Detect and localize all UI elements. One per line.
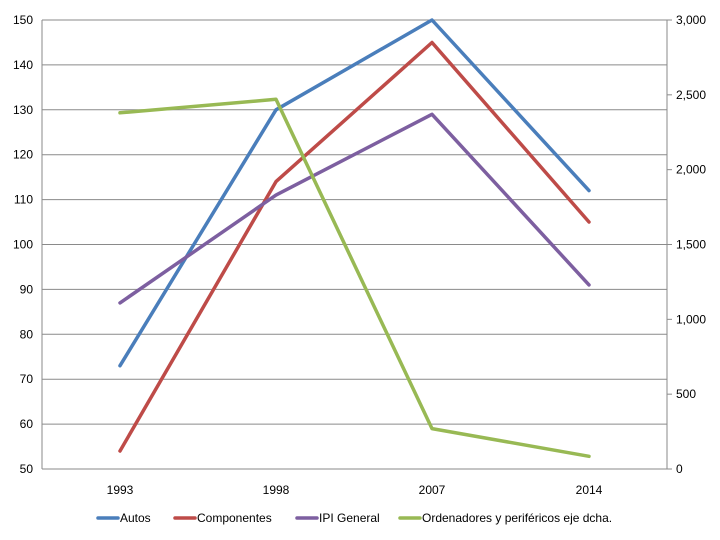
x-tick-label: 1998 [263,483,290,497]
series-line [118,40,591,453]
series-line [118,18,591,368]
legend: Autos Componentes IPI General Ordenadores y… [96,511,612,525]
legend-label: Autos [120,511,151,525]
series-line [118,112,591,305]
y-tick-label-right: 500 [676,387,696,401]
x-tick-label: 2014 [576,483,603,497]
left-axis-ticks: 50 60 70 80 90 100 110 120 130 140 150 [13,13,33,476]
y-tick-label-left: 150 [13,13,33,27]
x-tick-label: 2007 [419,483,446,497]
legend-label: Ordenadores y periféricos eje dcha. [422,511,612,525]
y-tick-label-right: 2,000 [676,163,706,177]
y-tick-label-left: 90 [20,282,34,296]
y-tick-label-right: 2,500 [676,88,706,102]
y-tick-label-left: 130 [13,103,33,117]
y-tick-label-left: 60 [20,417,34,431]
y-tick-label-left: 50 [20,462,34,476]
grid [42,19,667,425]
right-axis-ticks: 0 500 1,000 1,500 2,000 2,500 3,000 [676,13,706,476]
y-tick-label-left: 80 [20,327,34,341]
series [118,18,591,459]
axes [41,19,672,470]
x-axis-ticks: 1993 1998 2007 2014 [107,483,603,497]
y-tick-label-right: 1,500 [676,238,706,252]
x-tick-label: 1993 [107,483,134,497]
y-tick-label-right: 1,000 [676,312,706,326]
y-tick-label-right: 0 [676,462,683,476]
y-tick-label-left: 140 [13,58,33,72]
legend-label: Componentes [197,511,272,525]
y-tick-label-left: 70 [20,372,34,386]
legend-label: IPI General [319,511,380,525]
y-tick-label-right: 3,000 [676,13,706,27]
y-tick-label-left: 110 [14,193,33,207]
y-tick-label-left: 100 [13,238,33,252]
series-line [118,97,591,459]
y-tick-label-left: 120 [13,148,33,162]
